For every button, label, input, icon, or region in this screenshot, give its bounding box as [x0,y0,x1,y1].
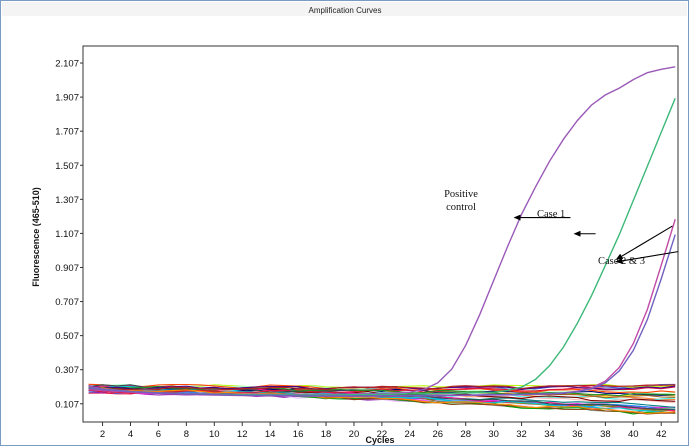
y-tick-label: 0.307 [55,365,79,376]
y-axis-label: Fluorescence (465-510) [31,187,41,287]
y-tick-label: 1.907 [55,93,79,104]
x-tick-label: 32 [516,429,527,440]
y-tick-label: 0.107 [55,399,79,410]
y-tick-label: 1.507 [55,161,79,172]
y-tick-label: 1.107 [55,229,79,240]
x-tick-label: 2 [100,429,105,440]
annotation-arrow [615,225,673,260]
x-tick-label: 38 [600,429,611,440]
series-line [88,234,676,397]
x-tick-label: 8 [184,429,189,440]
x-tick-label: 30 [488,429,499,440]
x-tick-label: 6 [156,429,161,440]
x-tick-label: 42 [656,429,667,440]
baseline-curve [88,385,676,390]
x-tick-label: 40 [628,429,639,440]
annotation-label: control [446,202,476,213]
y-tick-label: 2.107 [55,59,79,70]
x-tick-label: 14 [265,429,276,440]
x-tick-label: 16 [293,429,304,440]
x-tick-label: 24 [405,429,416,440]
annotation-label: Case 1 [537,209,565,220]
annotation-arrow [615,251,679,264]
x-tick-label: 22 [377,429,388,440]
y-tick-label: 1.307 [55,195,79,206]
y-tick-label: 0.907 [55,263,79,274]
x-tick-label: 26 [432,429,443,440]
x-tick-label: 28 [460,429,471,440]
annotation-label: Positive [444,189,478,200]
x-tick-label: 18 [321,429,332,440]
y-tick-label: 0.707 [55,297,79,308]
x-axis-label: Cycles [365,435,394,445]
chart-title: Amplification Curves [309,6,382,15]
baseline-curve [88,387,676,414]
x-tick-label: 10 [209,429,220,440]
y-tick-label: 0.507 [55,331,79,342]
x-tick-label: 4 [128,429,133,440]
baseline-curve [88,384,676,391]
series-layer [88,66,676,397]
baseline-curve [88,383,676,393]
x-tick-label: 20 [349,429,360,440]
x-tick-label: 12 [237,429,248,440]
ticks-layer: 2 4 6 8 10 12 14 16 18 20 22 24 26 28 30 32 34 36 38 40 420.… [55,59,666,440]
x-tick-label: 34 [544,429,555,440]
chart-title-bar [2,2,687,16]
x-tick-label: 36 [572,429,583,440]
y-tick-label: 1.707 [55,127,79,138]
